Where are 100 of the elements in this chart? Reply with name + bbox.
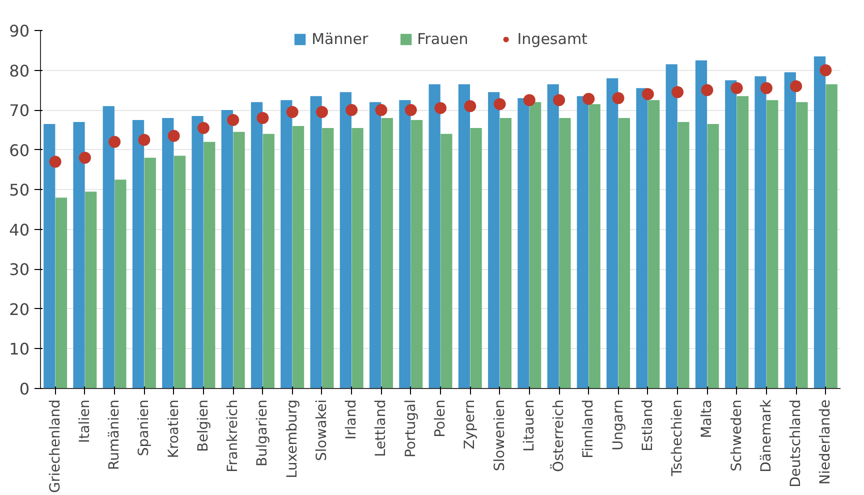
y-tick-label: 70	[9, 101, 30, 120]
x-tick-label: Finnland	[580, 399, 597, 458]
point	[434, 102, 446, 114]
point	[494, 98, 506, 110]
bar	[736, 96, 749, 388]
y-tick-label: 90	[9, 22, 30, 40]
point	[168, 130, 180, 142]
bar	[85, 192, 97, 388]
bar	[784, 72, 796, 388]
y-tick-label: 60	[9, 140, 30, 160]
x-tick-label: Slowenien	[492, 400, 508, 472]
bar	[174, 156, 186, 388]
point	[256, 112, 269, 124]
x-tick-label: Griechenland	[47, 399, 64, 493]
point	[108, 136, 121, 148]
bar	[766, 100, 778, 388]
bar	[410, 120, 423, 388]
point	[790, 80, 802, 92]
point	[672, 86, 684, 98]
point	[820, 64, 832, 76]
x-tick-label: Österreich	[550, 399, 568, 472]
bar	[399, 100, 411, 388]
y-tick-label: 40	[9, 220, 30, 240]
bar	[144, 158, 156, 388]
legend-label: Ingesamt	[517, 30, 588, 48]
point	[227, 114, 240, 126]
y-tick-label: 80	[9, 61, 30, 80]
legend-label: Männer	[312, 30, 368, 48]
point	[730, 82, 743, 94]
bar	[547, 84, 559, 388]
x-tick-label: Frankreich	[225, 399, 242, 472]
bar	[518, 98, 530, 388]
point	[523, 94, 536, 106]
bar	[826, 84, 838, 388]
point	[346, 104, 358, 116]
bar	[500, 118, 512, 388]
bar	[796, 102, 808, 388]
bar	[754, 76, 766, 388]
x-tick-label: Spanien	[136, 399, 152, 456]
x-tick-label: Irland	[344, 399, 360, 440]
point	[138, 134, 150, 146]
point	[197, 122, 210, 134]
point	[582, 92, 595, 105]
point	[642, 88, 654, 100]
y-tick-label: 30	[9, 260, 30, 280]
bar	[707, 124, 719, 388]
x-tick-label: Rumänien	[106, 400, 123, 470]
x-tick-label: Malta	[699, 399, 716, 438]
bar	[352, 128, 364, 388]
y-tick-label: 50	[9, 180, 30, 200]
bar	[428, 84, 440, 388]
bar	[648, 100, 660, 388]
point	[404, 104, 417, 116]
point	[316, 106, 328, 118]
y-tick-label: 20	[9, 300, 30, 319]
bar	[132, 120, 144, 388]
bar	[636, 88, 648, 388]
bar	[381, 118, 393, 388]
x-tick-label: Luxemburg	[284, 399, 300, 478]
x-tick-label: Dänemark	[758, 398, 774, 472]
bar	[233, 132, 245, 388]
x-tick-label: Schweden	[728, 399, 745, 472]
x-tick-label: Lettland	[373, 400, 390, 457]
bar	[470, 128, 482, 388]
bar	[204, 142, 216, 388]
bar	[221, 110, 233, 388]
x-tick-label: Tschechien	[670, 399, 686, 478]
bar	[606, 78, 618, 388]
point	[553, 94, 566, 106]
point	[760, 82, 772, 94]
point	[49, 156, 62, 168]
x-tick-label: Italien	[76, 399, 93, 443]
bar	[488, 92, 500, 388]
bar	[322, 128, 334, 388]
x-tick-label: Belgien	[195, 399, 212, 452]
bar	[576, 96, 589, 388]
x-tick-label: Zypern	[462, 399, 478, 450]
bar	[666, 64, 678, 388]
bar	[292, 126, 304, 388]
bar	[814, 56, 826, 388]
x-tick-label: Slowakei	[314, 400, 330, 461]
point	[78, 152, 91, 164]
bar	[192, 116, 204, 388]
x-tick-label: Bulgarien	[254, 399, 271, 466]
bar	[262, 134, 274, 388]
bar	[55, 198, 68, 388]
y-tick-label: 0	[19, 380, 30, 398]
point	[375, 104, 388, 116]
x-tick-label: Ungarn	[610, 400, 626, 450]
bar	[695, 60, 708, 388]
bar	[250, 102, 263, 388]
legend-label: Frauen	[417, 30, 468, 48]
bar	[588, 104, 600, 388]
bar	[44, 124, 56, 388]
x-tick-label: Deutschland	[788, 399, 804, 488]
y-tick-label: 10	[9, 340, 30, 359]
x-tick-label: Portugal	[402, 400, 419, 458]
bar	[530, 102, 542, 388]
point	[286, 106, 298, 118]
bar	[310, 96, 322, 388]
